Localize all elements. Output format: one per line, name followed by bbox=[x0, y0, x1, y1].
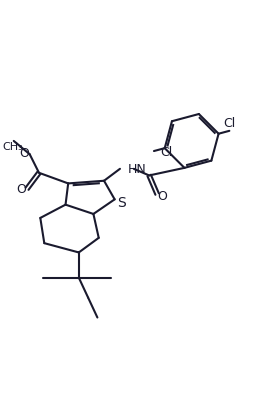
Text: Cl: Cl bbox=[223, 117, 235, 130]
Text: O: O bbox=[157, 190, 167, 202]
Text: S: S bbox=[117, 196, 126, 209]
Text: O: O bbox=[19, 147, 29, 160]
Text: CH₃: CH₃ bbox=[3, 142, 24, 152]
Text: HN: HN bbox=[128, 162, 147, 175]
Text: O: O bbox=[16, 183, 26, 196]
Text: Cl: Cl bbox=[160, 145, 172, 158]
